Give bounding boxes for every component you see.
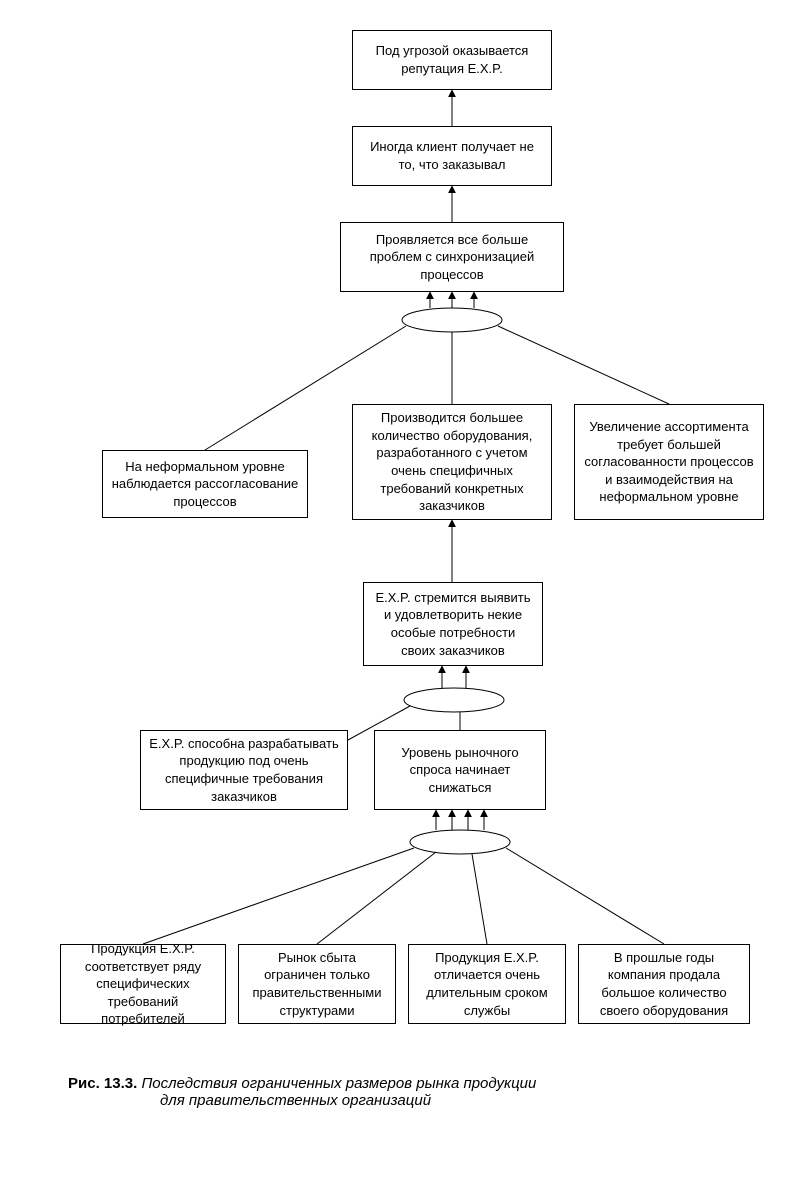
- node-product-specs: Продукция E.X.P. соответствует ряду спец…: [60, 944, 226, 1024]
- node-more-equipment: Производится большее количество оборудов…: [352, 404, 552, 520]
- caption-text-1: Последствия ограниченных размеров рынка …: [141, 1075, 536, 1092]
- caption-label: Рис. 13.3.: [68, 1075, 137, 1092]
- node-informal-desync: На неформальном уровне наблюдается рассо…: [102, 450, 308, 518]
- node-demand-drop: Уровень рыночного спроса начина­ет снижа…: [374, 730, 546, 810]
- node-reputation: Под угрозой оказывается репутация E.X.P.: [352, 30, 552, 90]
- node-market-limited: Рынок сбыта ограничен только правительст…: [238, 944, 396, 1024]
- node-exp-identifies: E.X.P. стремится выявить и удовлетворить…: [363, 582, 543, 666]
- node-long-life: Продукция E.X.P. отличается очень длител…: [408, 944, 566, 1024]
- figure-caption: Рис. 13.3. Последствия ограниченных разм…: [68, 1075, 536, 1109]
- node-sync-problems: Проявляется все больше проблем с синхрон…: [340, 222, 564, 292]
- caption-text-2: для правительственных организаций: [160, 1092, 431, 1109]
- node-exp-capable: E.X.P. способна разрабатывать продукцию …: [140, 730, 348, 810]
- node-assortment-req: Увеличение ассортимента требует большей …: [574, 404, 764, 520]
- node-client-receives: Иногда клиент получает не то, что заказы…: [352, 126, 552, 186]
- node-past-sales: В прошлые годы компания продала большое …: [578, 944, 750, 1024]
